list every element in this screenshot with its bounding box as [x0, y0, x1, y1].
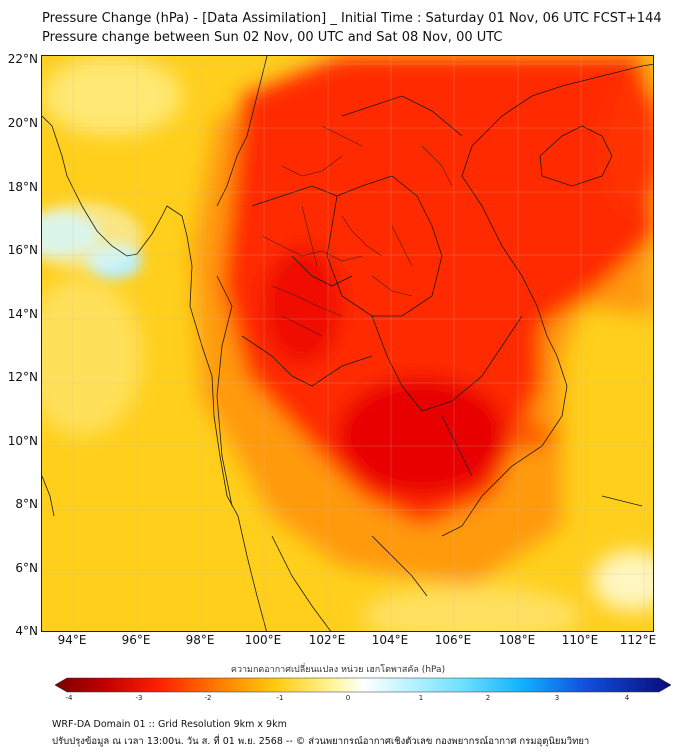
colorbar-tick: -1: [276, 694, 284, 702]
pressure-change-map: [42, 56, 653, 631]
lon-label-98e: 98°E: [185, 633, 215, 647]
deep-red-core: [337, 376, 507, 496]
colorbar-tick: -2: [204, 694, 212, 702]
lon-label-108e: 108°E: [498, 633, 536, 647]
lon-label-100e: 100°E: [244, 633, 282, 647]
lat-label-22n: 22°N: [7, 52, 38, 66]
footer-update-info: ปรับปรุงข้อมูล ณ เวลา 13:00น. วัน ส. ที่…: [52, 736, 590, 747]
lat-label-12n: 12°N: [7, 370, 38, 384]
colorbar-tick: -3: [135, 694, 143, 702]
lon-label-106e: 106°E: [434, 633, 472, 647]
lat-label-16n: 16°N: [7, 243, 38, 257]
colorbar-tick: -4: [65, 694, 73, 702]
colorbar-title: ความกดอากาศเปลี่ยนแปลง หน่วย เฮกโตพาสคัล…: [230, 665, 446, 675]
lat-label-4n: 4°N: [15, 624, 38, 638]
colorbar: [55, 677, 671, 693]
lon-label-112e: 112°E: [619, 633, 657, 647]
lat-label-14n: 14°N: [7, 307, 38, 321]
footer-domain-info: WRF-DA Domain 01 :: Grid Resolution 9km …: [52, 719, 287, 730]
orange-spot-east: [512, 422, 552, 450]
lat-label-10n: 10°N: [7, 434, 38, 448]
pale-region-northwest: [42, 56, 182, 136]
map-title: Pressure Change (hPa) - [Data Assimilati…: [42, 11, 662, 26]
pale-region-south: [362, 586, 582, 631]
lon-label-110e: 110°E: [561, 633, 599, 647]
pale-halo: [42, 202, 142, 270]
colorbar-tick: 0: [345, 694, 351, 702]
coastlines: [42, 56, 653, 631]
red-region-east: [602, 76, 653, 216]
map-area: [41, 55, 654, 632]
lon-label-94e: 94°E: [57, 633, 87, 647]
red-region: [222, 56, 653, 526]
lat-label-6n: 6°N: [15, 561, 38, 575]
pale-region-west: [42, 276, 142, 436]
lon-label-104e: 104°E: [371, 633, 409, 647]
colorbar-tick: 1: [418, 694, 424, 702]
lat-label-18n: 18°N: [7, 180, 38, 194]
lat-label-8n: 8°N: [15, 497, 38, 511]
admin-boundaries: [261, 125, 453, 337]
lon-label-96e: 96°E: [121, 633, 151, 647]
colorbar-tick: 2: [485, 694, 491, 702]
lat-label-20n: 20°N: [7, 116, 38, 130]
lon-label-102e: 102°E: [308, 633, 346, 647]
colorbar-gradient: [55, 677, 671, 693]
colorbar-tick: 3: [554, 694, 560, 702]
pale-region-southeast: [592, 551, 653, 611]
colorbar-tick: 4: [624, 694, 630, 702]
map-subtitle: Pressure change between Sun 02 Nov, 00 U…: [42, 30, 503, 45]
graticule: [42, 56, 653, 631]
